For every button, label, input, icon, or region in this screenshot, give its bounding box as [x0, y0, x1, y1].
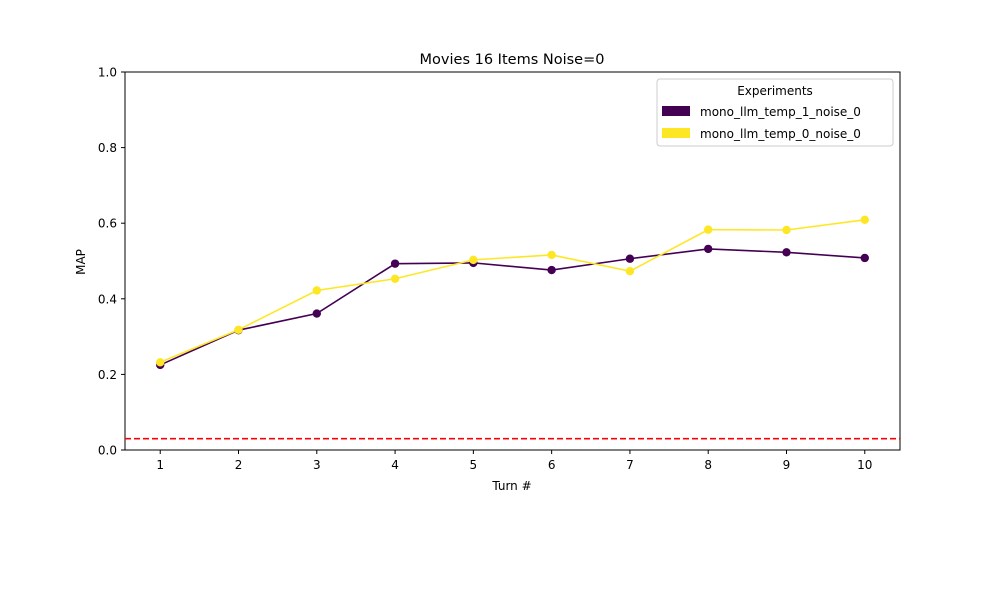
y-tick-label: 0.0: [98, 444, 117, 458]
plot-area: [124, 71, 901, 451]
x-tick-label: 7: [626, 458, 634, 472]
series-2-point: [547, 250, 556, 260]
y-tick-label: 0.6: [98, 217, 117, 231]
x-tick-label: 4: [391, 458, 399, 472]
chart-title: Movies 16 Items Noise=0: [420, 52, 605, 68]
x-axis-label: Turn #: [491, 479, 531, 493]
legend-label-series-1: mono_llm_temp_1_noise_0: [700, 105, 861, 119]
series-2-line: [159, 219, 865, 364]
series-layer: [156, 215, 869, 370]
y-tick-label: 0.8: [98, 141, 117, 155]
x-tick-label: 5: [470, 458, 478, 472]
legend: Experiments mono_llm_temp_1_noise_0 mono…: [656, 78, 894, 147]
series-2-point: [860, 215, 869, 224]
series-1-line: [159, 248, 865, 366]
series-1-point: [625, 254, 635, 263]
series-2-point: [625, 267, 635, 276]
legend-label-series-2: mono_llm_temp_0_noise_0: [700, 127, 861, 141]
x-tick-label: 6: [548, 458, 556, 472]
x-tick-label: 3: [313, 458, 321, 472]
series-1-point: [312, 309, 321, 318]
x-tick-label: 8: [704, 458, 712, 472]
y-tick-label: 0.4: [98, 292, 117, 306]
series-2-point: [469, 255, 478, 265]
series-2: [156, 215, 869, 367]
series-2-point: [782, 225, 791, 235]
legend-box: [656, 78, 894, 147]
y-axis: 0.0 0.2 0.4 0.6 0.8 1.0: [98, 66, 125, 458]
x-tick-label: 2: [235, 458, 243, 472]
series-1-point: [547, 265, 556, 275]
series-2-point: [390, 274, 400, 283]
series-1-point: [704, 244, 713, 254]
series-1-point: [782, 248, 791, 257]
legend-title: Experiments: [737, 84, 813, 98]
y-axis-label: MAP: [74, 249, 88, 275]
series-2-point: [156, 358, 165, 367]
plot-frame: [124, 71, 901, 451]
y-tick-label: 1.0: [98, 66, 117, 80]
series-2-point: [704, 225, 713, 234]
series-2-point: [312, 286, 321, 295]
series-1-point: [390, 259, 400, 268]
x-tick-label: 1: [156, 458, 164, 472]
legend-swatch-series-1: [662, 106, 690, 116]
x-tick-label: 9: [783, 458, 791, 472]
series-1-point: [860, 253, 869, 263]
y-tick-label: 0.2: [98, 368, 117, 382]
legend-swatch-series-2: [662, 128, 690, 138]
x-axis: 1 2 3 4 5 6 7 8 9 10: [156, 450, 872, 472]
x-tick-label: 10: [857, 458, 872, 472]
series-2-point: [234, 325, 243, 334]
